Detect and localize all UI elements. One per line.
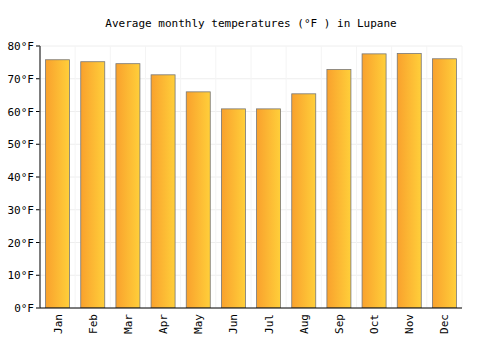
- grid-line: [40, 308, 462, 309]
- tick-mark: [36, 46, 40, 47]
- y-tick-label: 20°F: [8, 237, 35, 250]
- bar: [327, 70, 351, 308]
- grid-line-vertical: [462, 46, 463, 308]
- tick-mark: [36, 177, 40, 178]
- x-tick-label: Jun: [227, 314, 240, 334]
- tick-mark: [36, 78, 40, 79]
- bars: [46, 54, 457, 308]
- x-tick-label: Sep: [333, 314, 346, 334]
- tick-mark: [36, 111, 40, 112]
- bar: [46, 60, 70, 308]
- y-tick-label: 30°F: [8, 204, 35, 217]
- grid-line-vertical: [391, 46, 392, 308]
- bar: [186, 92, 210, 308]
- bar: [362, 54, 386, 308]
- grid-line-vertical: [251, 46, 252, 308]
- grid-line-vertical: [426, 46, 427, 308]
- bar: [432, 59, 456, 308]
- x-tick-label: Nov: [403, 314, 416, 334]
- x-tick-label: Apr: [157, 314, 170, 334]
- grid-line-vertical: [75, 46, 76, 308]
- y-tick-label: 40°F: [8, 171, 35, 184]
- grid-line-vertical: [215, 46, 216, 308]
- tick-mark: [36, 144, 40, 145]
- y-tick-label: 70°F: [8, 73, 35, 86]
- bar: [397, 54, 421, 308]
- x-tick-label: Feb: [87, 314, 100, 334]
- x-tick-label: Aug: [298, 314, 311, 334]
- x-tick-label: Mar: [122, 314, 135, 334]
- y-tick-label: 50°F: [8, 138, 35, 151]
- grid-line-vertical: [110, 46, 111, 308]
- bar: [221, 109, 245, 308]
- grid-line-vertical: [356, 46, 357, 308]
- grid-line-vertical: [40, 46, 41, 308]
- tick-mark: [36, 308, 40, 309]
- grid-line-vertical: [145, 46, 146, 308]
- x-tick-label: Jul: [263, 314, 276, 334]
- y-tick-label: 10°F: [8, 269, 35, 282]
- grid-line-vertical: [321, 46, 322, 308]
- y-tick-label: 80°F: [8, 40, 35, 53]
- x-tick-label: Oct: [368, 314, 381, 334]
- tick-mark: [36, 275, 40, 276]
- x-tick-label: Dec: [438, 314, 451, 334]
- bar: [257, 109, 281, 308]
- grid-line-vertical: [180, 46, 181, 308]
- y-tick-label: 0°F: [14, 302, 34, 315]
- chart: Average monthly temperatures (°F ) in Lu…: [0, 0, 500, 350]
- bar: [292, 94, 316, 308]
- tick-mark: [36, 209, 40, 210]
- x-tick-label: May: [192, 314, 205, 334]
- tick-mark: [36, 242, 40, 243]
- grid-line-vertical: [286, 46, 287, 308]
- x-axis: [40, 308, 462, 309]
- bar: [116, 64, 140, 308]
- chart-container: Average monthly temperatures (°F ) in Lu…: [0, 0, 500, 350]
- bar: [81, 62, 105, 308]
- bar: [151, 75, 175, 308]
- y-tick-label: 60°F: [8, 106, 35, 119]
- y-axis: [40, 46, 41, 308]
- x-tick-label: Jan: [52, 314, 65, 334]
- title: Average monthly temperatures (°F ) in Lu…: [105, 17, 396, 30]
